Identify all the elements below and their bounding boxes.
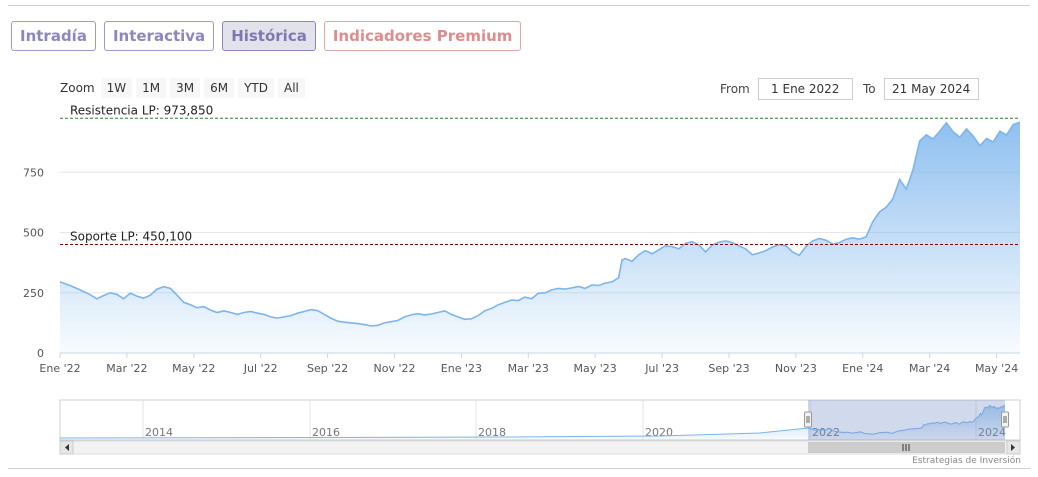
zoom-button-1m[interactable]: 1M <box>136 78 167 98</box>
range-to: To 21 May 2024 <box>863 78 979 100</box>
series-area <box>60 122 1020 353</box>
navigator-handle-left[interactable] <box>804 411 812 428</box>
zoom-button-3m[interactable]: 3M <box>170 78 201 98</box>
from-label: From <box>720 82 750 96</box>
series-line <box>59 121 1021 327</box>
y-tick-label: 750 <box>23 166 44 179</box>
x-tick-label: Ene '22 <box>39 362 80 375</box>
tab-intradia[interactable]: Intradía <box>11 21 96 51</box>
x-tick-label: Nov '22 <box>373 362 415 375</box>
zoom-bar: Zoom 1W 1M 3M 6M YTD All <box>60 78 305 98</box>
navigator-series-line <box>59 404 1006 439</box>
y-tick-label: 250 <box>23 287 44 300</box>
zoom-label: Zoom <box>60 81 95 95</box>
tab-indicadores-premium[interactable]: Indicadores Premium <box>323 21 522 51</box>
navigator-year-label: 2014 <box>145 426 173 439</box>
x-tick-label: May '24 <box>975 362 1018 375</box>
navigator-handle-right[interactable] <box>1001 411 1009 428</box>
x-tick-label: Ene '23 <box>441 362 482 375</box>
x-tick-label: Mar '23 <box>508 362 549 375</box>
from-date-input[interactable]: 1 Ene 2022 <box>757 78 853 100</box>
chart-credits: Estrategias de Inversión <box>912 456 1021 466</box>
x-tick-label: Ene '24 <box>842 362 883 375</box>
zoom-button-6m[interactable]: 6M <box>204 78 235 98</box>
annotations: Resistencia LP: 973,850 Soporte LP: 450,1… <box>60 103 1020 246</box>
x-tick-label: Jul '23 <box>644 362 679 375</box>
range-from: From 1 Ene 2022 <box>720 78 853 100</box>
x-tick-label: May '22 <box>172 362 215 375</box>
zoom-button-ytd[interactable]: YTD <box>238 78 274 98</box>
x-tick-label: Mar '24 <box>909 362 950 375</box>
chart-tabs: Intradía Interactiva Histórica Indicador… <box>11 21 522 51</box>
x-tick-label: Mar '22 <box>106 362 147 375</box>
resistance-label: Resistencia LP: 973,850 <box>70 103 213 117</box>
tab-historica[interactable]: Histórica <box>222 21 316 51</box>
bottom-divider <box>8 468 1030 469</box>
navigator: 201420162018202020222024 <box>59 399 1021 455</box>
zoom-button-1w[interactable]: 1W <box>100 78 133 98</box>
x-axis: Ene '22 Mar '22 May '22 Jul '22 Sep '22 Nov '… <box>39 353 1018 375</box>
zoom-button-all[interactable]: All <box>278 78 305 98</box>
navigator-year-label: 2016 <box>312 426 340 439</box>
x-tick-label: Nov '23 <box>775 362 817 375</box>
y-tick-label: 500 <box>23 227 44 240</box>
tab-interactiva[interactable]: Interactiva <box>103 21 215 51</box>
navigator-selection[interactable] <box>808 400 1005 440</box>
support-label: Soporte LP: 450,100 <box>70 230 192 244</box>
x-tick-label: Sep '23 <box>708 362 749 375</box>
arrow-right-icon <box>1011 444 1015 451</box>
to-label: To <box>863 82 876 96</box>
top-divider <box>8 5 1030 6</box>
x-tick-label: Sep '22 <box>307 362 348 375</box>
x-tick-label: May '23 <box>574 362 617 375</box>
x-tick-label: Jul '22 <box>243 362 278 375</box>
to-date-input[interactable]: 21 May 2024 <box>883 78 979 100</box>
navigator-series-area <box>60 405 1005 440</box>
y-tick-label: 0 <box>37 347 44 360</box>
arrow-left-icon <box>65 444 69 451</box>
navigator-year-label: 2018 <box>478 426 506 439</box>
